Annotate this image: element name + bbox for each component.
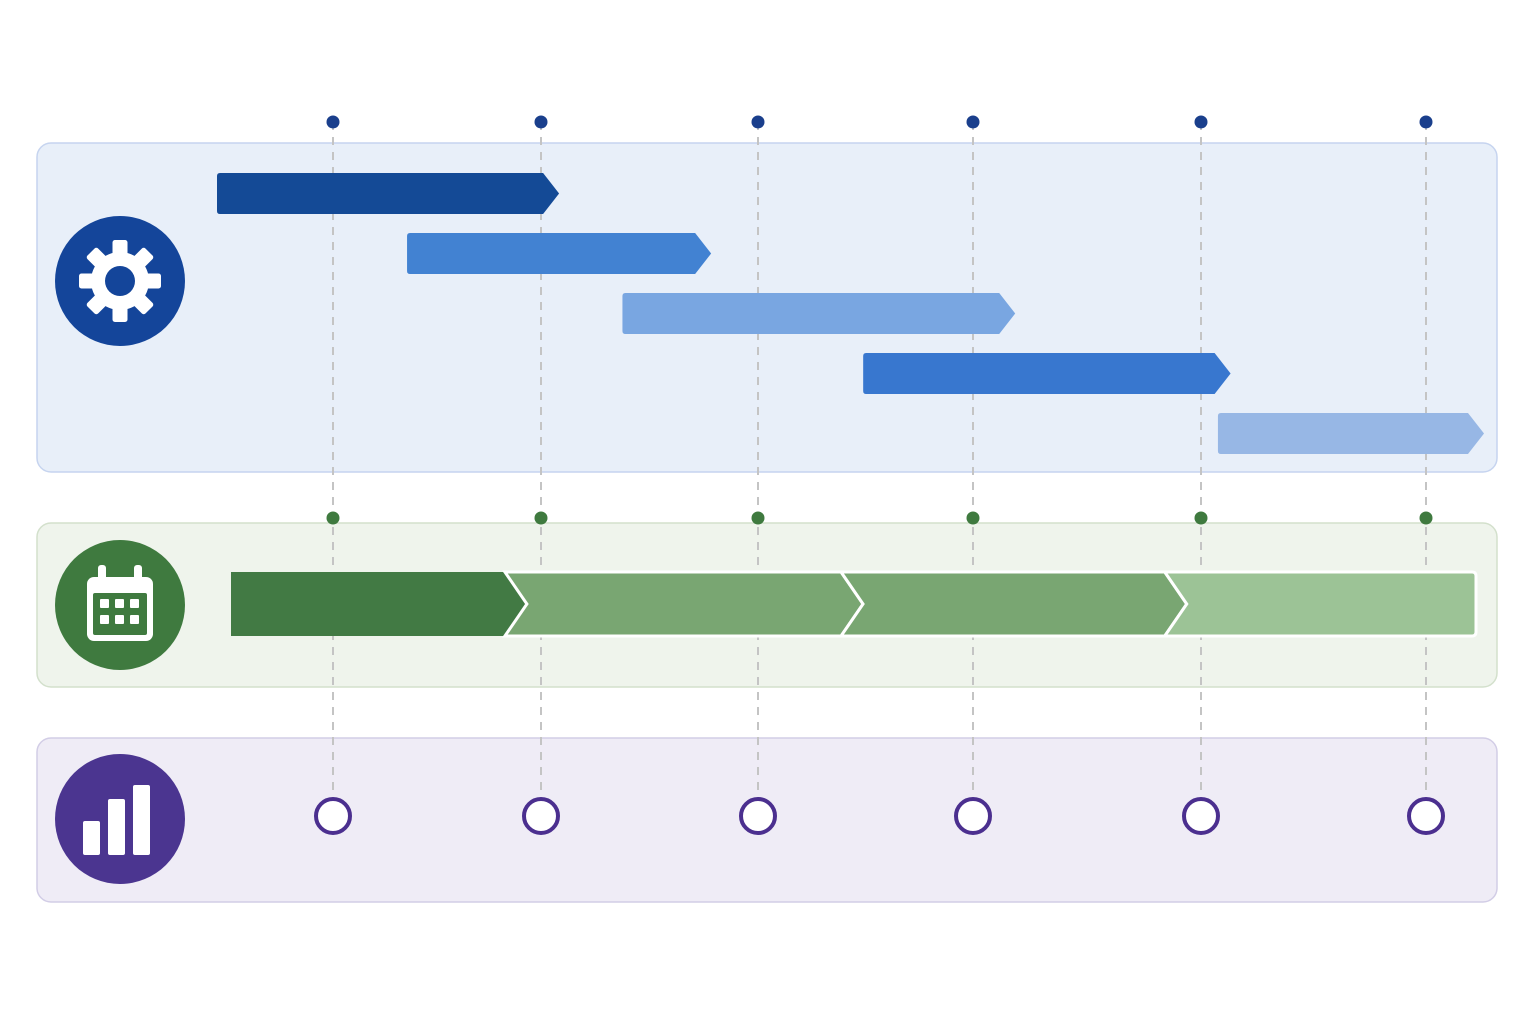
top-marker-dot bbox=[751, 115, 765, 129]
top-marker-dot bbox=[534, 115, 548, 129]
milestone-circle bbox=[522, 797, 560, 835]
milestone-circle bbox=[739, 797, 777, 835]
top-marker-dot bbox=[1194, 115, 1208, 129]
task-bar bbox=[407, 233, 712, 274]
schedule-marker-dot bbox=[326, 511, 340, 525]
gear-icon bbox=[55, 216, 185, 346]
bar-chart-icon bbox=[55, 754, 185, 884]
task-bar bbox=[217, 173, 560, 214]
milestone-circle bbox=[954, 797, 992, 835]
task-bar bbox=[863, 353, 1231, 394]
schedule-marker-dot bbox=[966, 511, 980, 525]
schedule-marker-dot bbox=[534, 511, 548, 525]
schedule-phase bbox=[1161, 570, 1478, 638]
process-task-bars bbox=[217, 173, 1484, 454]
top-marker-dots bbox=[326, 115, 1433, 129]
top-marker-dot bbox=[1419, 115, 1433, 129]
milestone-circle bbox=[1182, 797, 1220, 835]
milestone-circle bbox=[314, 797, 352, 835]
schedule-phase-bars bbox=[231, 570, 1478, 638]
milestone-circle bbox=[1407, 797, 1445, 835]
schedule-phase bbox=[838, 570, 1189, 638]
top-marker-dot bbox=[326, 115, 340, 129]
schedule-marker-dot bbox=[1419, 511, 1433, 525]
milestone-markers bbox=[314, 797, 1445, 835]
task-bar bbox=[1217, 413, 1484, 454]
schedule-phase bbox=[231, 572, 527, 636]
schedule-marker-dots bbox=[326, 511, 1433, 525]
top-marker-dot bbox=[966, 115, 980, 129]
schedule-marker-dot bbox=[1194, 511, 1208, 525]
schedule-marker-dot bbox=[751, 511, 765, 525]
calendar-icon bbox=[55, 540, 185, 670]
schedule-phase bbox=[502, 570, 865, 638]
task-bar bbox=[622, 293, 1016, 334]
